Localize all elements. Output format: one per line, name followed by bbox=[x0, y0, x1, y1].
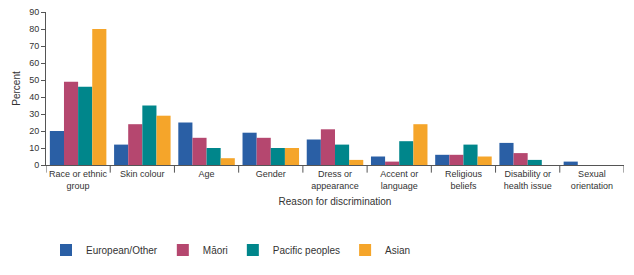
svg-text:Dress orappearance: Dress orappearance bbox=[311, 169, 359, 191]
svg-text:Gender: Gender bbox=[256, 169, 286, 179]
svg-text:10: 10 bbox=[29, 143, 39, 153]
svg-text:Disability orhealth issue: Disability orhealth issue bbox=[504, 169, 552, 191]
svg-text:Pacific peoples: Pacific peoples bbox=[273, 245, 340, 256]
svg-text:30: 30 bbox=[29, 109, 39, 119]
svg-text:Religiousbeliefs: Religiousbeliefs bbox=[445, 169, 483, 191]
svg-text:80: 80 bbox=[29, 24, 39, 34]
svg-text:Age: Age bbox=[199, 169, 215, 179]
svg-text:Accent orlanguage: Accent orlanguage bbox=[380, 169, 418, 191]
svg-text:0: 0 bbox=[34, 160, 39, 170]
svg-text:20: 20 bbox=[29, 126, 39, 136]
svg-text:Race or ethnicgroup: Race or ethnicgroup bbox=[49, 169, 108, 191]
svg-text:European/Other: European/Other bbox=[86, 245, 158, 256]
svg-text:90: 90 bbox=[29, 7, 39, 17]
svg-text:60: 60 bbox=[29, 58, 39, 68]
svg-text:Percent: Percent bbox=[11, 71, 22, 106]
svg-text:50: 50 bbox=[29, 75, 39, 85]
svg-text:Skin colour: Skin colour bbox=[120, 169, 165, 179]
svg-text:40: 40 bbox=[29, 92, 39, 102]
svg-text:Sexualorientation: Sexualorientation bbox=[571, 169, 613, 191]
svg-text:Māori: Māori bbox=[203, 245, 228, 256]
svg-text:70: 70 bbox=[29, 41, 39, 51]
svg-text:Asian: Asian bbox=[385, 245, 410, 256]
svg-text:Reason for discrimination: Reason for discrimination bbox=[279, 196, 392, 207]
